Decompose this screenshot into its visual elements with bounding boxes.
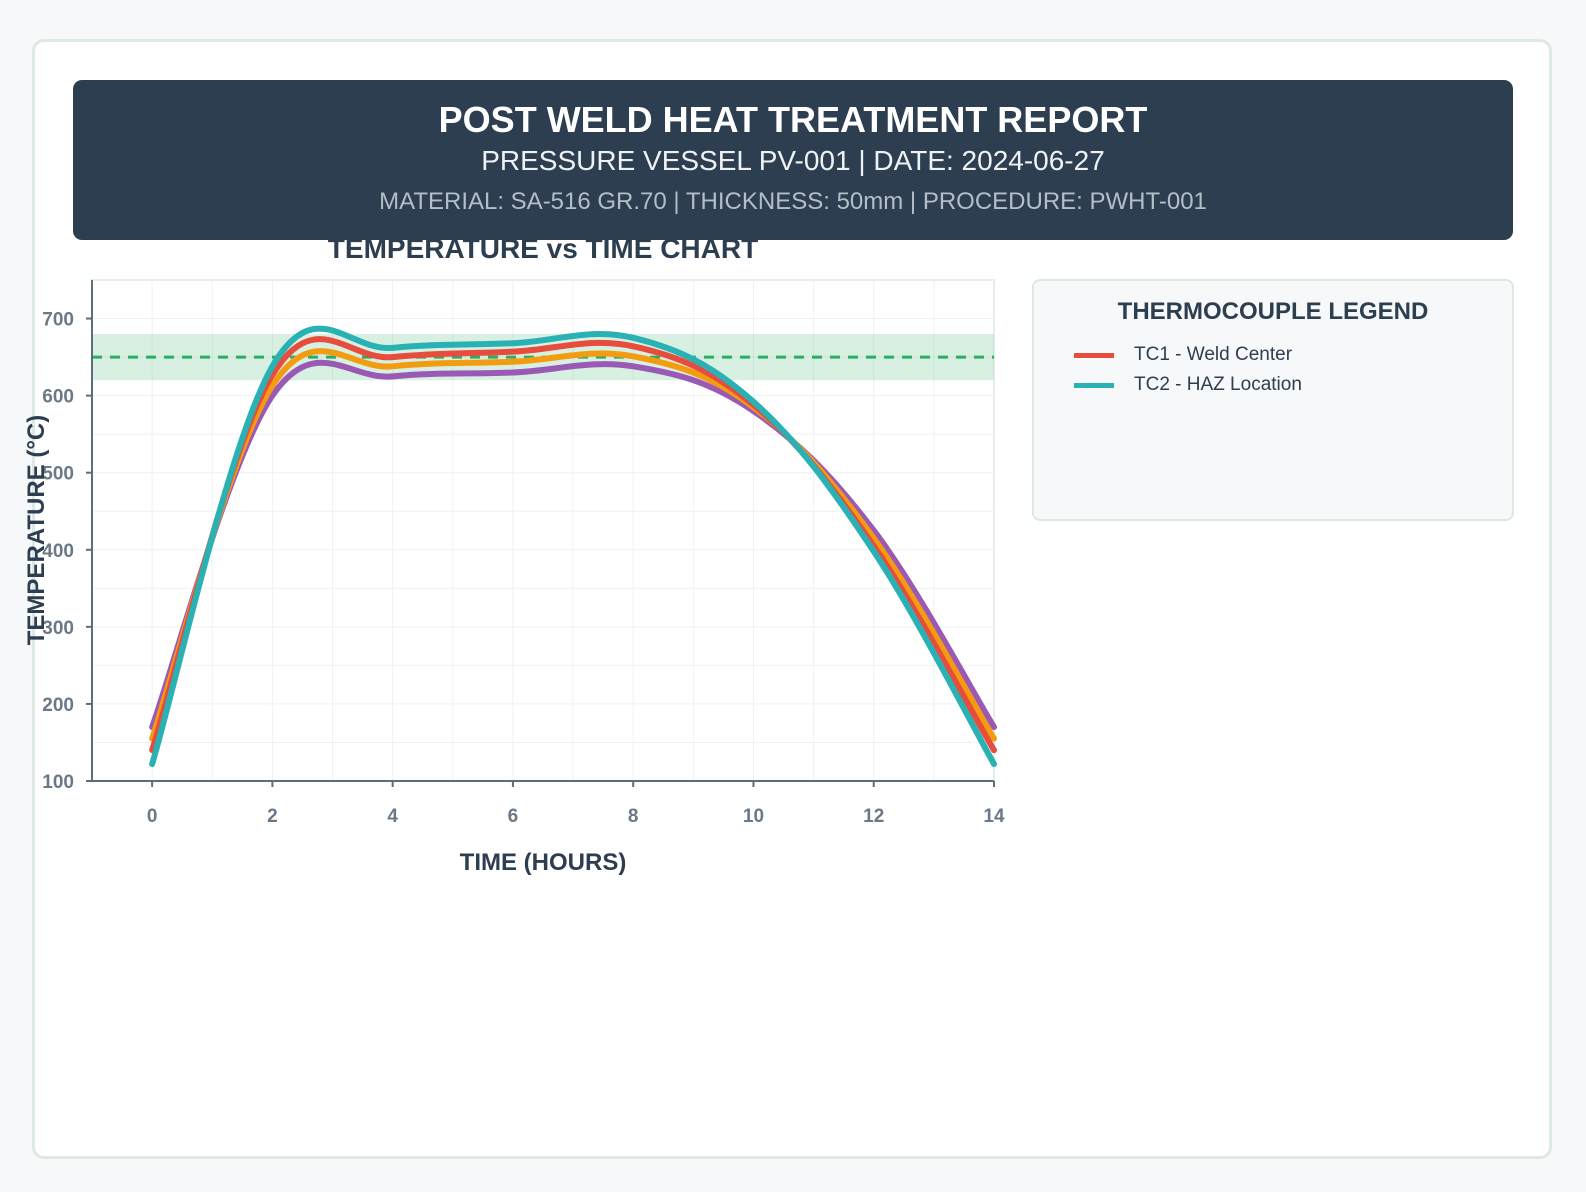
x-tick-label: 8 [628,806,639,827]
chart-title: TEMPERATURE vs TIME CHART [327,233,759,264]
legend-title: THERMOCOUPLE LEGEND [1117,298,1429,325]
series-line-1 [149,359,997,731]
temperature-chart: 0 2 4 6 8 10 12 14 100 200 300 400 500 600 700 TIME (H… [23,279,1005,876]
y-tick-label: 700 [42,310,74,331]
y-tick-label: 300 [42,618,74,639]
x-tick-label: 4 [387,806,398,827]
x-tick-label: 12 [863,806,884,827]
y-tick-label: 600 [42,387,74,408]
legend-swatch-tc1 [1074,352,1114,358]
y-tick-label: 400 [42,541,74,562]
legend-item-tc2: TC2 - HAZ Location [1074,373,1302,397]
legend-item-tc1: TC1 - Weld Center [1074,343,1292,367]
report-meta: MATERIAL: SA-516 GR.70 | THICKNESS: 50mm… [379,188,1207,215]
series-group [149,325,997,768]
x-tick-label: 10 [743,806,764,827]
ticks: 0 2 4 6 8 10 12 14 100 200 300 400 500 600 700 [42,310,1005,827]
y-tick-label: 200 [42,695,74,716]
report-header: POST WELD HEAT TREATMENT REPORT PRESSURE… [73,80,1513,240]
legend-panel: THERMOCOUPLE LEGEND TC1 - Weld Center TC… [1032,279,1514,521]
report-title: POST WELD HEAT TREATMENT REPORT [438,99,1148,140]
series-line-4 [149,325,997,768]
y-tick-label: 100 [42,772,74,793]
x-tick-label: 6 [508,806,519,827]
x-tick-label: 2 [267,806,278,827]
y-tick-label: 500 [42,464,74,485]
y-axis-label: TEMPERATURE (°C) [23,415,50,645]
series-line-2 [149,348,997,742]
legend-swatch-tc2 [1074,382,1114,388]
x-tick-label: 0 [147,806,158,827]
x-axis-label: TIME (HOURS) [460,849,627,876]
report-subtitle: PRESSURE VESSEL PV-001 | DATE: 2024-06-2… [481,145,1105,176]
x-tick-label: 14 [983,806,1005,827]
legend-label-tc1: TC1 - Weld Center [1134,344,1293,365]
legend-label-tc2: TC2 - HAZ Location [1134,374,1302,395]
